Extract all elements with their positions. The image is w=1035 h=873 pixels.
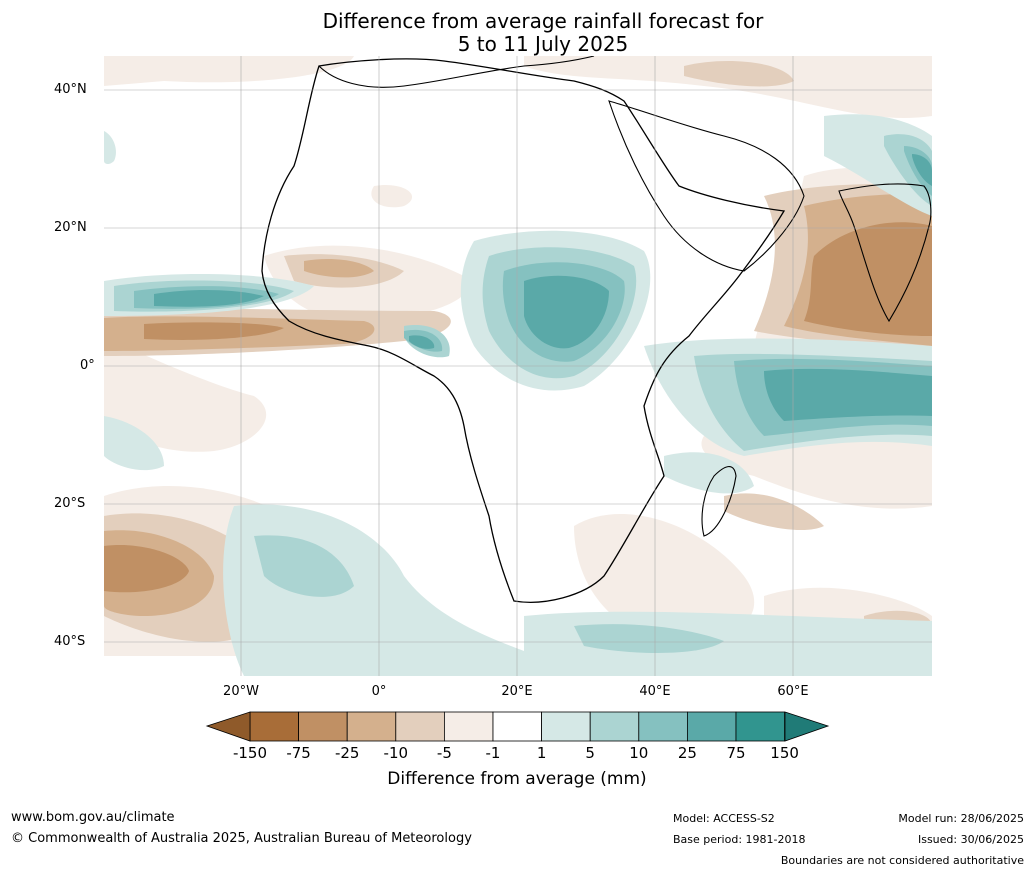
rainfall-map — [104, 55, 932, 676]
lat-label-0: 0° — [80, 358, 95, 373]
india-coastline — [838, 183, 932, 323]
footer-model: Model: ACCESS-S2 — [673, 812, 775, 825]
colorbar-cell — [638, 711, 688, 742]
colorbar-tick-label: -25 — [334, 744, 360, 762]
footer-disclaimer: Boundaries are not considered authoritat… — [780, 854, 1024, 867]
colorbar-tick-label: 150 — [770, 744, 799, 762]
graticule — [104, 56, 932, 676]
colorbar-tick-label: 75 — [726, 744, 746, 762]
colorbar-cell — [395, 711, 445, 742]
africa-coastline — [261, 58, 786, 603]
colorbar-tick-label: -5 — [436, 744, 452, 762]
colorbar-tick-label: 1 — [536, 744, 547, 762]
title-line-1: Difference from average rainfall forecas… — [322, 9, 764, 33]
lon-label-40e: 40°E — [639, 684, 671, 699]
colorbar-cell — [541, 711, 591, 742]
footer-url[interactable]: www.bom.gov.au/climate — [11, 810, 175, 825]
colorbar-cell — [443, 711, 494, 742]
colorbar-tick-label: -1 — [485, 744, 501, 762]
arabia-coastline — [608, 100, 805, 272]
colorbar-cell — [686, 711, 737, 742]
colorbar-tick-label: -75 — [286, 744, 311, 762]
map-title: Difference from average rainfall forecas… — [0, 10, 1035, 56]
title-line-2: 5 to 11 July 2025 — [457, 32, 629, 56]
colorbar-tick-label: 25 — [677, 744, 697, 762]
lat-label-40s: 40°S — [54, 634, 86, 649]
footer-copyright: © Commonwealth of Australia 2025, Austra… — [11, 831, 472, 846]
footer-base-period: Base period: 1981-2018 — [673, 833, 806, 846]
colorbar-tick-label: -10 — [383, 744, 409, 762]
colorbar-cell — [735, 711, 785, 742]
colorbar-under-triangle — [205, 711, 251, 742]
colorbar-cell — [298, 711, 348, 742]
colorbar-over-triangle — [784, 711, 830, 742]
lat-label-20n: 20°N — [54, 220, 87, 235]
colorbar-cell — [346, 711, 397, 742]
lat-label-20s: 20°S — [54, 496, 86, 511]
footer-model-run: Model run: 28/06/2025 — [898, 812, 1024, 825]
lon-label-20w: 20°W — [223, 684, 259, 699]
wet-core-areas — [154, 154, 932, 421]
lon-label-0: 0° — [371, 684, 387, 699]
lat-label-40n: 40°N — [54, 82, 87, 97]
lon-label-60e: 60°E — [777, 684, 809, 699]
colorbar-tick-label: 10 — [629, 744, 649, 762]
colorbar-title: Difference from average (mm) — [387, 769, 647, 789]
madagascar-coastline — [701, 466, 737, 537]
colorbar-tick-label: 5 — [585, 744, 595, 762]
colorbar-cell — [249, 711, 299, 742]
dry-core-areas — [104, 222, 932, 593]
colorbar-cell — [589, 711, 640, 742]
colorbar — [205, 711, 830, 742]
lon-label-20e: 20°E — [501, 684, 533, 699]
footer-issued: Issued: 30/06/2025 — [917, 833, 1024, 846]
map-svg — [104, 55, 932, 676]
colorbar-cell — [492, 711, 542, 742]
colorbar-tick-label: -150 — [232, 744, 268, 762]
europe-coastline — [318, 55, 595, 88]
